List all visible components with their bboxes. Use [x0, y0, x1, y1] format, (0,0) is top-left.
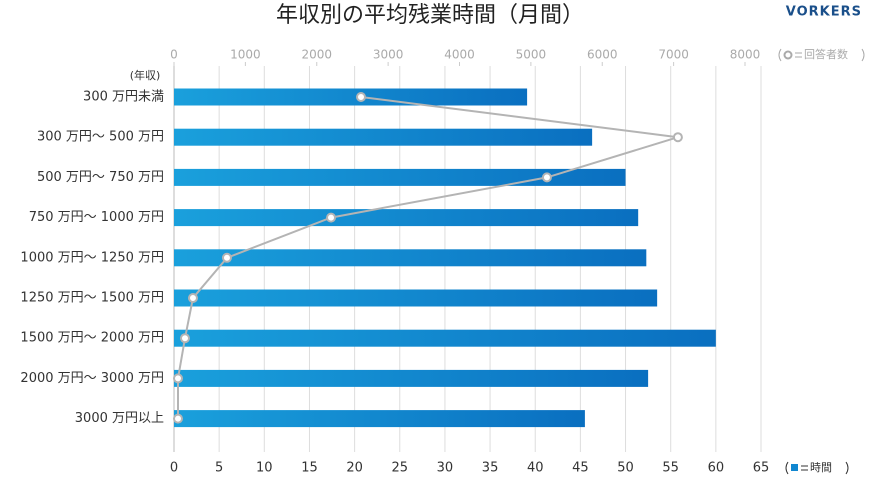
y-tick-label: 3000 万円以上	[75, 411, 164, 426]
legend-label: 回答者数	[804, 47, 848, 61]
y-axis-title: (年収)	[130, 68, 161, 82]
y-tick-label: 1250 万円～ 1500 万円	[20, 291, 164, 306]
y-tick-label: 500 万円～ 750 万円	[37, 170, 164, 185]
x2-tick-label: 1000	[230, 48, 261, 62]
bar	[174, 289, 658, 307]
bar	[174, 209, 639, 227]
x-tick-label: 20	[346, 461, 363, 476]
legend-icon	[791, 464, 798, 471]
x-tick-label: 10	[256, 461, 273, 476]
point	[541, 172, 552, 183]
y-tick-label: 1500 万円～ 2000 万円	[20, 331, 164, 346]
x2-tick-label: 3000	[373, 48, 404, 62]
x2-tick-label: 8000	[730, 48, 761, 62]
legend-icon	[783, 50, 793, 60]
legend-label: 時間	[810, 461, 832, 474]
legend-paren	[785, 461, 789, 475]
bar	[174, 168, 626, 186]
point	[672, 132, 683, 143]
x2-tick-label: 6000	[587, 48, 618, 62]
legend-paren	[778, 48, 782, 62]
y-tick-label: 300 万円未満	[83, 90, 164, 105]
bar	[174, 329, 716, 347]
bar	[174, 249, 647, 267]
x-tick-label: 0	[170, 461, 178, 476]
legend-hours: 時間	[785, 461, 849, 475]
legend-respondents: 回答者数	[778, 47, 865, 62]
x-tick-label: 45	[572, 461, 589, 476]
bar	[174, 88, 528, 106]
point	[356, 92, 367, 102]
x-tick-label: 25	[391, 461, 408, 476]
logo: VORKERS	[786, 5, 862, 20]
x-tick-label: 35	[482, 461, 499, 476]
bar	[174, 369, 649, 387]
y-tick-label: 2000 万円～ 3000 万円	[20, 371, 164, 386]
x-tick-label: 60	[708, 461, 725, 476]
point	[172, 413, 183, 424]
x2-tick-label: 7000	[658, 48, 689, 62]
x2-tick-label: 5000	[516, 48, 547, 62]
x2-tick-label: 4000	[444, 48, 475, 62]
x2-tick-label: 0	[170, 48, 178, 62]
chart-title: 年収別の平均残業時間（月間）	[276, 3, 584, 28]
x-tick-label: 15	[301, 461, 318, 476]
point	[326, 212, 337, 223]
point	[172, 373, 183, 384]
point	[221, 252, 232, 263]
x-tick-label: 50	[617, 461, 634, 476]
x-tick-label: 65	[753, 461, 770, 476]
point	[179, 333, 190, 344]
legend-paren	[861, 48, 865, 62]
x-tick-label: 30	[437, 461, 454, 476]
legend-paren	[845, 461, 849, 475]
x2-tick-label: 2000	[301, 48, 332, 62]
bar	[174, 410, 585, 428]
x-tick-label: 55	[662, 461, 679, 476]
y-tick-label: 750 万円～ 1000 万円	[29, 210, 164, 225]
bar	[174, 128, 593, 146]
x-tick-label: 5	[215, 461, 223, 476]
y-tick-label: 300 万円～ 500 万円	[37, 130, 164, 145]
y-tick-label: 1000 万円～ 1250 万円	[20, 250, 164, 265]
point	[187, 293, 198, 303]
x-tick-label: 40	[527, 461, 544, 476]
